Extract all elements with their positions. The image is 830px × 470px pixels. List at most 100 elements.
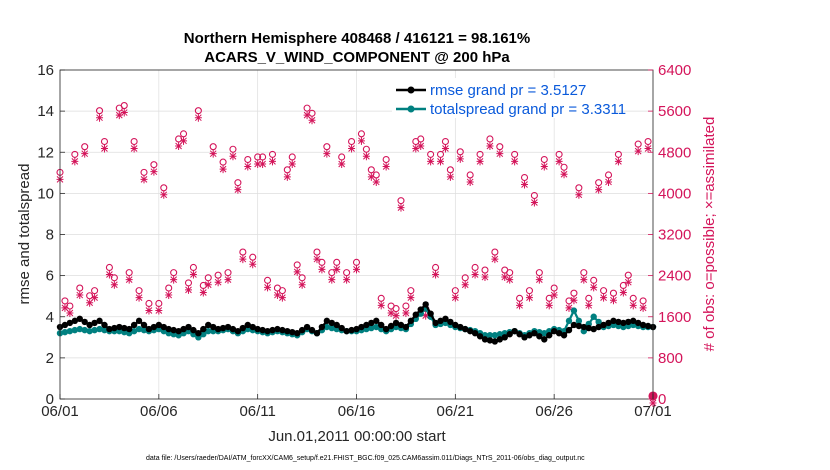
x-tick-label: 07/01 [634, 403, 672, 420]
chart-title: Northern Hemisphere 408468 / 416121 = 98… [184, 30, 530, 47]
possible-obs-marker [135, 287, 143, 295]
totalspread-point [61, 328, 69, 336]
possible-obs-marker [540, 155, 548, 164]
assimilated-obs-marker [145, 306, 153, 315]
y-tick-label: 6 [46, 268, 54, 285]
assimilated-obs-marker [333, 265, 341, 274]
rmse-point [323, 317, 331, 325]
assimilated-obs-marker [491, 255, 499, 264]
rmse-point [121, 324, 128, 332]
rmse-point [575, 322, 583, 330]
y-right-tick-label: 1600 [658, 309, 691, 326]
rmse-point [555, 330, 563, 337]
rmse-point [185, 323, 192, 331]
assimilated-obs-marker [234, 185, 242, 194]
assimilated-obs-marker [219, 165, 227, 174]
rmse-point [644, 322, 652, 330]
rmse-point [116, 323, 123, 331]
grid [59, 69, 654, 400]
assimilated-obs-marker [535, 275, 543, 284]
totalspread-point [205, 327, 212, 335]
rmse-point [318, 323, 326, 331]
y-right-tick-label: 5600 [658, 103, 691, 120]
assimilated-obs-marker [91, 293, 99, 302]
rmse-point [66, 319, 74, 327]
rmse-point [481, 336, 489, 343]
assimilated-obs-marker [412, 144, 420, 153]
x-axis-label: Jun.01,2011 00:00:00 start [268, 428, 446, 445]
assimilated-obs-marker [501, 273, 509, 282]
rmse-point [501, 334, 508, 341]
assimilated-obs-marker [644, 144, 652, 153]
assimilated-obs-marker [555, 157, 563, 166]
possible-obs-marker [189, 263, 197, 272]
totalspread-point [71, 326, 79, 334]
assimilated-obs-marker [199, 288, 207, 297]
possible-obs-marker [323, 143, 331, 151]
possible-obs-marker [338, 153, 346, 161]
rmse-point [353, 325, 360, 333]
rmse-point [135, 317, 143, 325]
possible-obs-marker [397, 197, 405, 205]
x-tick-label: 06/16 [338, 403, 376, 420]
assimilated-obs-marker [140, 175, 148, 184]
possible-obs-marker [624, 271, 632, 279]
rmse-point [422, 301, 429, 308]
possible-obs-marker [95, 107, 104, 115]
rmse-point [620, 319, 627, 327]
possible-obs-marker [609, 289, 618, 297]
assimilated-obs-marker [397, 203, 405, 212]
assimilated-obs-marker [175, 141, 183, 150]
assimilated-obs-marker [298, 280, 306, 289]
possible-obs-marker [91, 287, 99, 295]
assimilated-obs-marker [432, 270, 440, 279]
assimilated-obs-marker [184, 285, 192, 294]
possible-obs-marker [278, 287, 286, 295]
possible-obs-marker [328, 269, 336, 277]
assimilated-obs-marker [476, 157, 484, 166]
x-tick-label: 06/26 [535, 403, 573, 420]
assimilated-obs-marker [165, 291, 173, 300]
assimilated-obs-marker [293, 267, 301, 276]
rmse-point [457, 323, 464, 331]
rmse-point [264, 327, 271, 335]
rmse-point [462, 325, 469, 333]
possible-obs-marker [214, 271, 222, 279]
rmse-point [590, 325, 597, 333]
assimilated-obs-marker [580, 275, 588, 284]
assimilated-obs-marker [575, 190, 583, 199]
totalspread-point [496, 331, 504, 338]
assimilated-obs-marker [530, 198, 538, 207]
possible-obs-marker [585, 294, 593, 302]
assimilated-obs-marker [224, 275, 232, 284]
rmse-point [402, 323, 410, 331]
assimilated-obs-marker [402, 309, 410, 318]
assimilated-obs-marker [506, 275, 514, 284]
assimilated-obs-marker [135, 293, 143, 302]
rmse-point [600, 321, 607, 329]
y-tick-label: 10 [37, 185, 54, 202]
possible-obs-marker [560, 163, 568, 171]
possible-obs-marker [61, 297, 69, 305]
possible-obs-marker [432, 263, 440, 272]
possible-obs-marker [170, 269, 178, 277]
rmse-point [170, 326, 177, 334]
totalspread-point [575, 317, 583, 325]
assimilated-obs-marker [155, 306, 163, 315]
assimilated-obs-marker [268, 157, 276, 166]
assimilated-obs-marker [328, 275, 336, 284]
rmse-point [289, 328, 296, 336]
rmse-point [239, 324, 247, 332]
assimilated-obs-marker [81, 149, 89, 158]
possible-obs-marker [81, 143, 89, 151]
assimilated-obs-marker [590, 283, 598, 292]
possible-obs-marker [600, 287, 608, 295]
possible-obs-marker [456, 148, 464, 156]
chart-subtitle: ACARS_V_WIND_COMPONENT @ 200 hPa [204, 49, 510, 66]
assimilated-obs-marker [614, 157, 622, 166]
rmse-point [254, 325, 261, 333]
possible-obs-marker [545, 294, 553, 302]
totalspread-point [491, 332, 499, 339]
rmse-point [214, 325, 222, 333]
assimilated-obs-marker [180, 136, 188, 145]
